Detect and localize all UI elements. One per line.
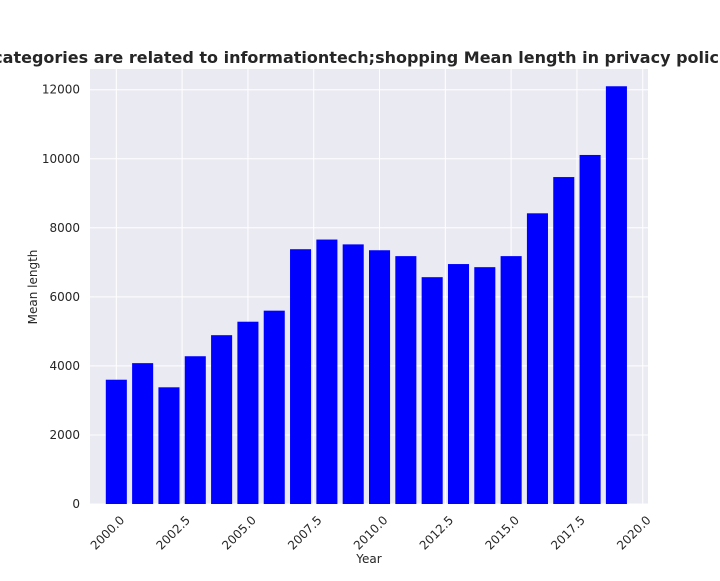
x-tick-label: 2020.0 — [614, 513, 654, 553]
bar — [579, 154, 601, 504]
bar — [605, 86, 627, 504]
bar — [500, 256, 522, 504]
bar — [237, 321, 259, 504]
x-tick-label: 2005.0 — [219, 513, 259, 553]
x-tick-label: 2012.5 — [417, 513, 457, 553]
bar — [553, 177, 575, 505]
x-tick-label: 2017.5 — [548, 513, 588, 553]
x-tick-label: 2002.5 — [153, 513, 193, 553]
y-tick-label: 0 — [72, 497, 80, 511]
bar — [342, 244, 364, 504]
bar — [290, 249, 312, 504]
bar — [158, 387, 180, 504]
y-axis-ticks: 0 2000 4000 6000 8000 10000 12000 — [42, 83, 80, 511]
y-tick-label: 8000 — [49, 221, 80, 235]
bar — [263, 310, 285, 504]
bar — [421, 277, 443, 504]
y-tick-label: 2000 — [49, 428, 80, 442]
bar — [474, 267, 496, 504]
bar — [105, 379, 127, 504]
bar — [369, 250, 391, 504]
bar — [184, 356, 206, 504]
bar — [395, 256, 417, 504]
y-axis-label: Mean length — [26, 250, 40, 325]
bar — [447, 264, 470, 504]
y-tick-label: 6000 — [49, 290, 80, 304]
x-tick-label: 2007.5 — [285, 513, 325, 553]
bar — [211, 335, 233, 504]
x-axis-label: Year — [355, 552, 381, 566]
x-axis-ticks: 2000.0 2002.5 2005.0 2007.5 2010.0 2012.5 2015… — [88, 513, 654, 553]
bar — [132, 363, 154, 504]
y-tick-label: 10000 — [42, 152, 80, 166]
y-tick-label: 4000 — [49, 359, 80, 373]
bar — [316, 239, 338, 505]
x-tick-label: 2015.0 — [482, 513, 522, 553]
y-tick-label: 12000 — [42, 83, 80, 97]
bar — [526, 213, 548, 505]
bars — [105, 86, 627, 505]
x-tick-label: 2000.0 — [88, 513, 128, 553]
x-tick-label: 2010.0 — [351, 513, 391, 553]
chart-title: when categories are related to informati… — [0, 48, 720, 67]
